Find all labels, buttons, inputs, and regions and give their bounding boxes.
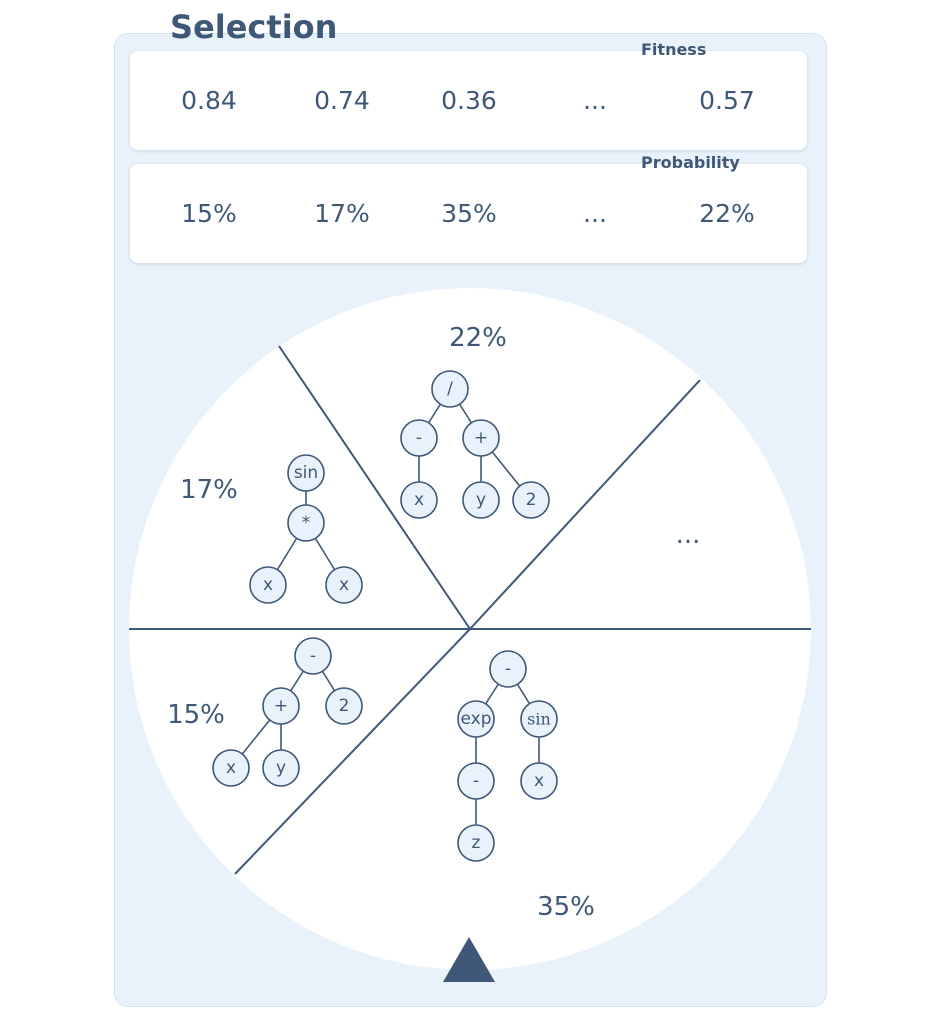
selection-pointer-icon: [443, 937, 495, 982]
svg-text:y: y: [476, 490, 486, 510]
tree-node: x: [400, 481, 438, 519]
svg-text:/: /: [447, 379, 453, 399]
tree-node: exp: [457, 700, 495, 738]
fitness-ellipsis: ...: [583, 86, 607, 115]
probability-label: Probability: [641, 153, 740, 172]
fitness-label: Fitness: [641, 40, 707, 59]
segment-label: ...: [676, 520, 701, 550]
probability-ellipsis: ...: [583, 199, 607, 228]
segment-label: 17%: [180, 475, 238, 505]
fitness-value: 0.57: [699, 86, 755, 115]
svg-text:x: x: [263, 575, 273, 595]
probability-value: 22%: [699, 199, 755, 228]
tree-node: sin: [287, 454, 325, 492]
tree-node: x: [520, 762, 558, 800]
tree-node: 2: [512, 481, 550, 519]
svg-text:exp: exp: [460, 709, 491, 729]
tree-node: *: [287, 504, 325, 542]
svg-text:2: 2: [339, 696, 350, 716]
svg-text:z: z: [472, 833, 481, 853]
svg-text:y: y: [276, 758, 286, 778]
wheel-divider: [234, 628, 471, 875]
tree-node: -: [400, 419, 438, 457]
tree-node: x: [212, 749, 250, 787]
wheel-divider: [469, 379, 701, 630]
tree-node: x: [249, 566, 287, 604]
segment-label: 15%: [167, 700, 225, 730]
svg-text:+: +: [274, 696, 288, 716]
svg-text:sin: sin: [527, 710, 551, 729]
svg-text:x: x: [534, 771, 544, 791]
fitness-value: 0.74: [314, 86, 370, 115]
fitness-card: 0.84 0.74 0.36 ... 0.57: [130, 51, 807, 150]
tree-node: 2: [325, 687, 363, 725]
expression-tree-17: sin * x x: [249, 454, 363, 604]
fitness-value: 0.36: [441, 86, 497, 115]
expression-tree-15: - + 2 x y: [212, 637, 363, 787]
page-title: Selection: [170, 8, 338, 46]
svg-text:sin: sin: [294, 463, 318, 483]
tree-node: x: [325, 566, 363, 604]
tree-node: /: [431, 370, 469, 408]
probability-value: 15%: [181, 199, 237, 228]
wheel-divider: [278, 345, 471, 630]
tree-node: y: [462, 481, 500, 519]
svg-text:x: x: [226, 758, 236, 778]
svg-text:-: -: [505, 659, 511, 679]
segment-label: 22%: [449, 323, 507, 353]
probability-value: 35%: [441, 199, 497, 228]
svg-text:*: *: [302, 513, 311, 533]
svg-text:-: -: [310, 646, 316, 666]
svg-text:+: +: [474, 428, 488, 448]
expression-tree-35: - exp sin - x z: [457, 650, 558, 862]
tree-node: -: [489, 650, 527, 688]
tree-node: y: [262, 749, 300, 787]
probability-card: 15% 17% 35% ... 22%: [130, 164, 807, 263]
tree-node: sin: [520, 700, 558, 738]
segment-label: 35%: [537, 892, 595, 922]
svg-text:2: 2: [526, 490, 537, 510]
tree-node: -: [457, 762, 495, 800]
probability-value: 17%: [314, 199, 370, 228]
svg-text:-: -: [473, 771, 479, 791]
tree-node: -: [294, 637, 332, 675]
svg-text:x: x: [339, 575, 349, 595]
svg-text:x: x: [414, 490, 424, 510]
expression-tree-22: / - + x y 2: [400, 370, 550, 519]
fitness-value: 0.84: [181, 86, 237, 115]
tree-node: +: [262, 687, 300, 725]
tree-node: +: [462, 419, 500, 457]
svg-text:-: -: [416, 428, 422, 448]
tree-node: z: [457, 824, 495, 862]
